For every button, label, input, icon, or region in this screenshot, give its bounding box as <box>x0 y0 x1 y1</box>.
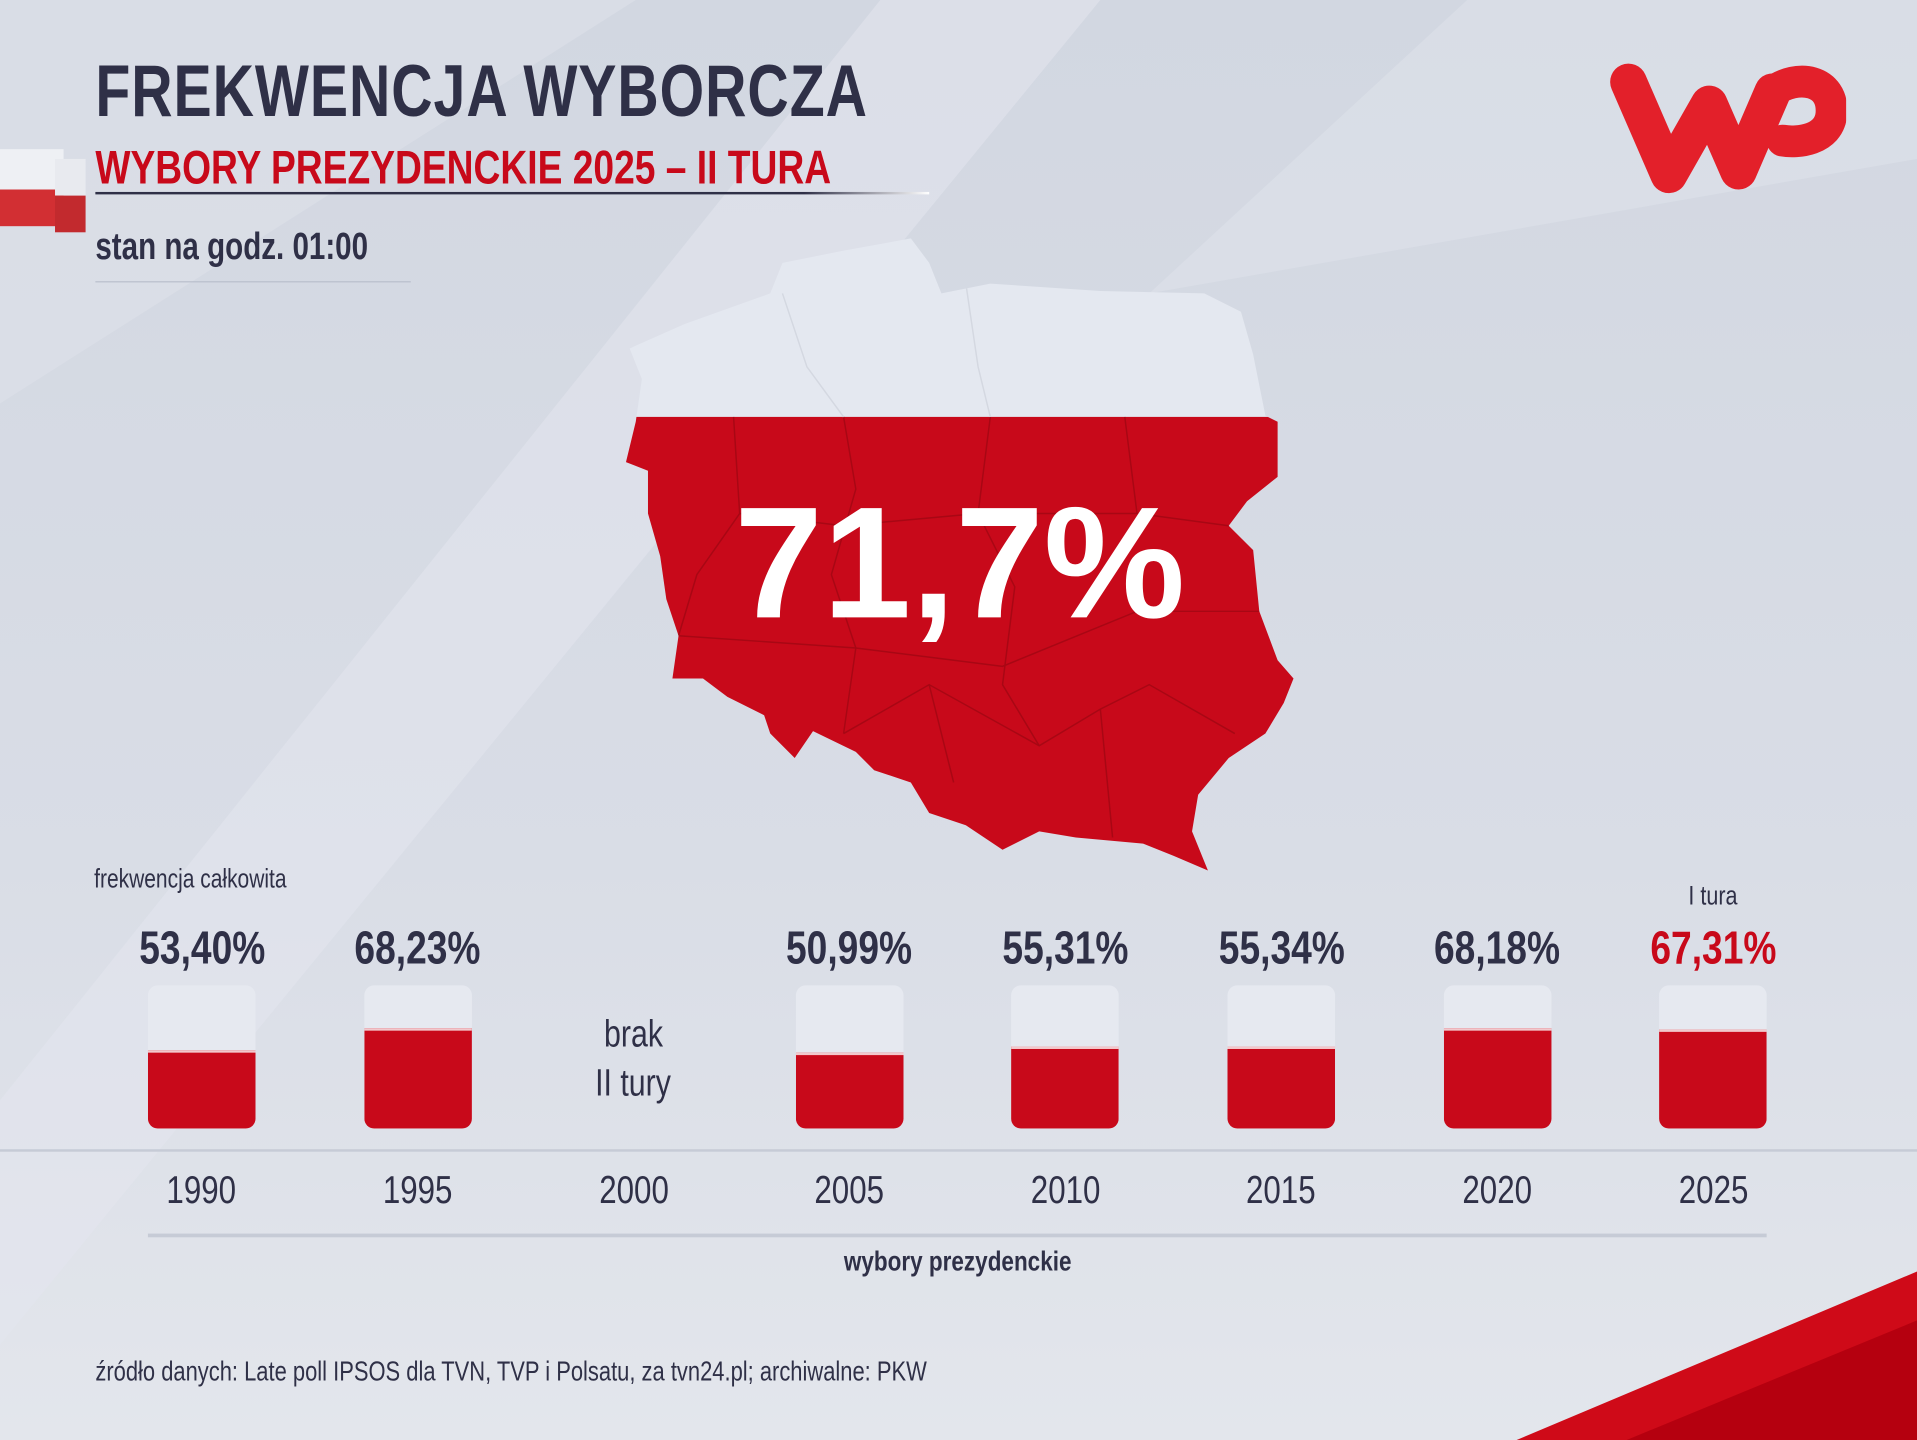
bar <box>1659 1029 1767 1129</box>
first-round-annotation: I tura <box>1688 880 1738 911</box>
bar <box>795 1053 904 1129</box>
bar <box>1227 1046 1336 1129</box>
x-axis-label: wybory prezydenckie <box>843 1244 1072 1277</box>
flag-red <box>0 189 64 227</box>
bar <box>363 1028 472 1129</box>
bar-track <box>1659 985 1767 1129</box>
data-label: 53,40% <box>138 923 265 975</box>
x-tick-label: 2010 <box>1030 1167 1101 1212</box>
page-title: FREKWENCJA WYBORCZA <box>95 50 868 133</box>
x-tick-label: 2015 <box>1246 1167 1317 1212</box>
data-label: 55,31% <box>1002 923 1129 975</box>
bar-track <box>147 985 256 1129</box>
x-tick-label: 2000 <box>598 1167 669 1212</box>
axis-divider <box>147 1233 1767 1238</box>
data-label: 68,18% <box>1434 923 1561 975</box>
x-tick-label: 2020 <box>1462 1167 1533 1212</box>
source-note: źródło danych: Late poll IPSOS dla TVN, … <box>95 1354 927 1387</box>
no-second-round-note: brak II tury <box>536 1010 732 1108</box>
bar-track <box>363 985 472 1129</box>
no-data-line2: II tury <box>595 1061 672 1105</box>
no-data-line1: brak <box>604 1012 664 1056</box>
flag-white <box>0 149 64 190</box>
flag-white-back <box>55 158 86 196</box>
bar <box>1443 1028 1551 1129</box>
wp-logo <box>1610 63 1847 194</box>
bar <box>147 1049 256 1129</box>
bar <box>1011 1046 1120 1129</box>
x-tick-label: 1995 <box>382 1167 453 1212</box>
chart-title: frekwencja całkowita <box>94 863 287 894</box>
bar-track <box>1227 985 1336 1129</box>
x-tick-label: 1990 <box>166 1167 237 1212</box>
page-subtitle: WYBORY PREZYDENCKIE 2025 – II TURA <box>95 141 832 195</box>
voivodeship-borders <box>677 416 1260 838</box>
data-label: 68,23% <box>354 923 481 975</box>
bar-track <box>795 985 904 1129</box>
axis-baseline <box>0 1149 1917 1152</box>
data-label: 67,31% <box>1650 923 1777 975</box>
bar-track <box>1011 985 1120 1129</box>
status-time: stan na godz. 01:00 <box>95 224 369 268</box>
divider <box>95 281 411 283</box>
turnout-headline-value: 71,7% <box>734 473 1186 652</box>
subtitle-underline <box>95 191 930 195</box>
bar-track <box>1443 985 1551 1129</box>
flag-red-back <box>55 195 86 233</box>
map-white-part <box>625 238 1294 417</box>
x-tick-label: 2005 <box>814 1167 885 1212</box>
data-label: 55,34% <box>1218 923 1345 975</box>
data-label: 50,99% <box>786 923 913 975</box>
x-tick-label: 2025 <box>1678 1167 1748 1212</box>
